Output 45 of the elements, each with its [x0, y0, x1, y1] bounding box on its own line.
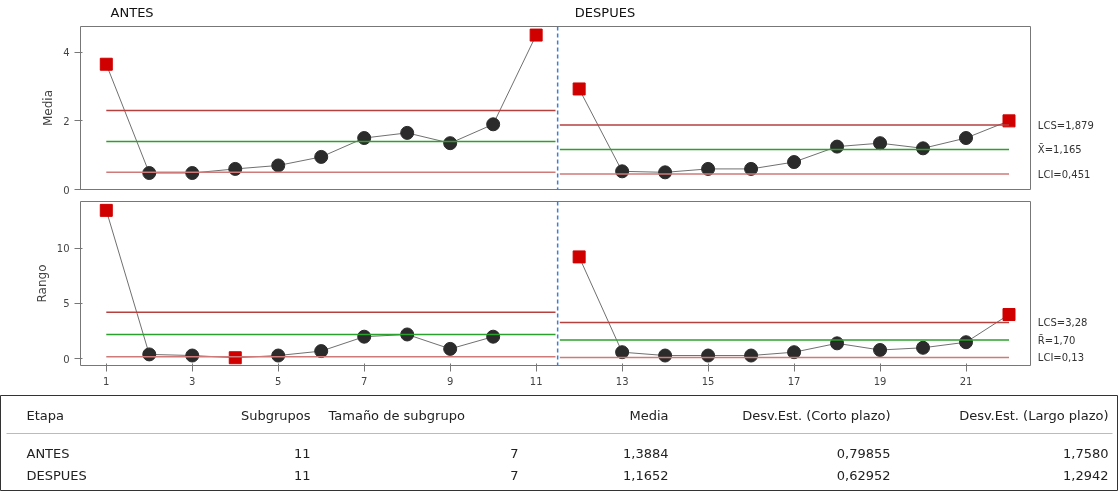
text: LCS=1,879 [1037, 119, 1094, 131]
text: 1,1652 [623, 468, 669, 483]
y-tick-label: 2 [63, 115, 70, 127]
text: ANTES [110, 5, 154, 21]
x-tick-label: 5 [275, 375, 282, 387]
text: Etapa [26, 408, 64, 423]
text: 7 [510, 468, 519, 483]
text: 1,2942 [1063, 468, 1109, 483]
x-tick-label: 17 [787, 375, 801, 387]
text: DESPUES [26, 468, 87, 483]
text: Desv.Est. (Corto plazo) [742, 408, 891, 423]
text: 0,79855 [836, 446, 891, 461]
x-tick-label: 7 [361, 375, 368, 387]
x-tick-label: 19 [873, 375, 887, 387]
y-tick-label: 10 [56, 243, 70, 255]
text: 11 [293, 468, 311, 483]
y-tick-label: 0 [63, 353, 70, 365]
text: LCS=3,28 [1037, 317, 1088, 329]
text: ANTES [26, 446, 70, 461]
text: DESPUES [574, 5, 636, 21]
text: LCI=0,451 [1037, 168, 1091, 180]
y-tick-label: 4 [63, 47, 70, 59]
text: R̄=1,70 [1037, 333, 1076, 346]
x-tick-label: 9 [447, 375, 454, 387]
y-axis-title: Media [41, 89, 56, 127]
y-tick-label: 0 [63, 184, 70, 196]
text: 1,3884 [623, 446, 669, 461]
x-tick-label: 3 [189, 375, 196, 387]
y-tick-label: 5 [63, 298, 70, 310]
x-tick-label: 15 [701, 375, 715, 387]
text: Media [629, 408, 669, 423]
text: Subgrupos [240, 408, 311, 423]
text: Desv.Est. (Largo plazo) [959, 408, 1109, 423]
text: X̄=1,165 [1037, 143, 1082, 156]
text: 1,7580 [1063, 446, 1109, 461]
x-tick-label: 13 [615, 375, 629, 387]
x-tick-label: 11 [529, 375, 543, 387]
x-tick-label: 1 [103, 375, 110, 387]
x-tick-label: 21 [959, 375, 973, 387]
text: 0,62952 [836, 468, 891, 483]
text: Tamaño de subgrupo [327, 408, 465, 423]
text: LCI=0,13 [1037, 351, 1085, 363]
text: 11 [293, 446, 311, 461]
y-axis-title: Rango [34, 264, 49, 303]
text: 7 [510, 446, 519, 461]
